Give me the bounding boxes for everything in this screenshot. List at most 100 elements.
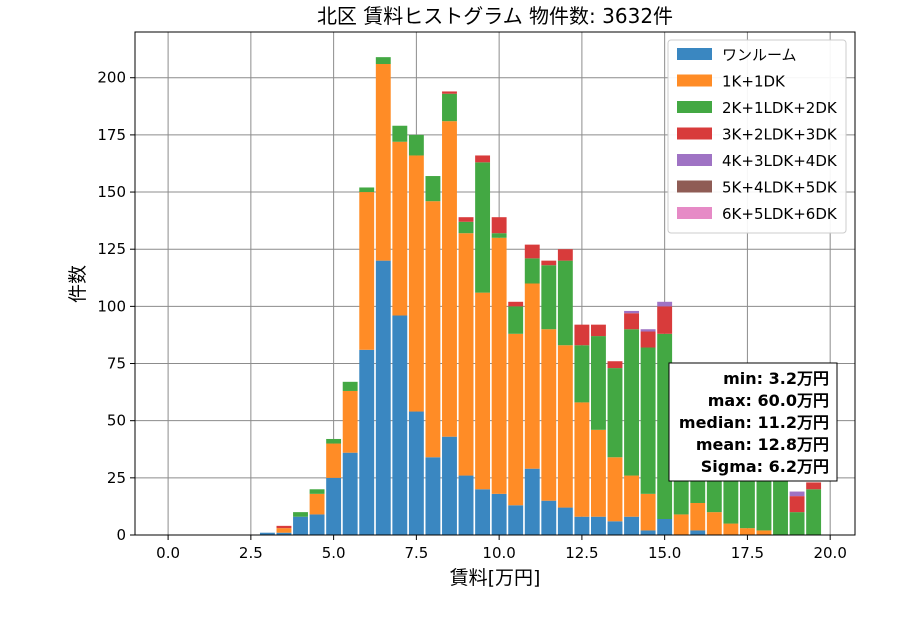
legend-swatch: [677, 180, 712, 193]
bar-segment-series-1: [342, 390, 358, 453]
bar-segment-series-0: [392, 315, 408, 535]
bar-segment-series-2: [309, 489, 325, 494]
legend-label: 2K+1LDK+2DK: [722, 99, 838, 117]
bar-segment-series-0: [375, 260, 391, 535]
legend-label: 6K+5LDK+6DK: [722, 205, 838, 223]
bar-segment-series-3: [574, 324, 590, 346]
bar-segment-series-0: [309, 514, 325, 535]
bar-segment-series-1: [408, 155, 424, 412]
legend-swatch: [677, 74, 712, 87]
bar-segment-series-0: [607, 521, 623, 535]
bar-segment-series-1: [425, 201, 441, 458]
x-axis-ticks: 0.0 2.5 5.0 7.5 10.0 12.5 15.0 17.5 20.0: [156, 535, 847, 562]
bar-segment-series-2: [425, 176, 441, 202]
bar-segment-series-4: [624, 310, 639, 314]
bar-segment-series-1: [706, 512, 722, 535]
bar-segment-series-2: [789, 512, 805, 535]
bar-segment-series-2: [326, 438, 342, 444]
bar-segment-series-1: [756, 530, 772, 535]
bar-segment-series-3: [640, 331, 656, 348]
bar-segment-series-1: [640, 493, 656, 531]
bar-segment-series-2: [491, 233, 507, 238]
y-tick-label: 200: [97, 69, 126, 87]
bar-segment-series-1: [607, 457, 623, 522]
bar-segment-series-2: [591, 336, 606, 430]
bar-segment-series-0: [524, 468, 540, 535]
stats-line-min: min: 3.2万円: [723, 369, 829, 388]
x-axis-label: 賃料[万円]: [450, 567, 541, 589]
stats-box: min: 3.2万円 max: 60.0万円 median: 11.2万円 me…: [668, 362, 838, 482]
bar-segment-series-1: [392, 141, 408, 316]
legend-frame: [667, 39, 847, 234]
y-tick-label: 75: [107, 355, 126, 373]
bar-segment-series-1: [541, 329, 557, 501]
bar-segment-series-2: [640, 347, 656, 494]
bar-segment-series-2: [773, 470, 788, 535]
bar-segment-series-3: [524, 244, 540, 259]
bar-segment-series-0: [657, 518, 673, 535]
bar-segment-series-4: [789, 491, 805, 497]
bar-segment-series-1: [458, 233, 474, 476]
bar-segment-series-1: [491, 237, 507, 494]
bar-segment-series-1: [309, 493, 325, 515]
bar-segment-series-0: [359, 349, 375, 535]
bar-segment-series-0: [342, 452, 358, 535]
bar-segment-series-4: [640, 329, 656, 332]
bar-segment-series-0: [326, 477, 342, 535]
legend: ワンルーム 1K+1DK 2K+1LDK+2DK 3K+2LDK+3DK 4K+3LDK…: [667, 39, 847, 234]
bar-segment-series-1: [276, 528, 292, 533]
x-tick-label: 10.0: [482, 544, 515, 562]
bar-segment-series-2: [806, 489, 822, 535]
bar-segment-series-3: [591, 324, 606, 337]
bar-segment-series-1: [557, 345, 573, 508]
bar-segment-series-0: [442, 436, 457, 535]
bar-segment-series-3: [557, 249, 573, 261]
bar-segment-series-3: [607, 361, 623, 369]
bar-segment-series-1: [690, 502, 706, 531]
legend-swatch: [677, 48, 712, 60]
bar-segment-series-2: [475, 162, 491, 293]
bar-segment-series-2: [657, 333, 673, 519]
bar-segment-series-0: [557, 507, 573, 535]
bar-segment-series-0: [458, 475, 474, 535]
bar-segment-series-0: [574, 516, 590, 535]
x-tick-label: 0.0: [156, 544, 180, 562]
stats-frame: [668, 362, 838, 482]
plot-frame: [134, 31, 856, 536]
bar-segment-series-1: [524, 283, 540, 469]
bar-segment-series-0: [425, 457, 441, 535]
bar-segment-series-0: [491, 493, 507, 535]
bar-segment-series-2: [442, 93, 457, 122]
bar-segment-series-2: [392, 125, 408, 142]
y-axis-label: 件数: [67, 265, 89, 303]
bar-segment-series-3: [475, 155, 491, 163]
bar-segment-series-1: [723, 523, 739, 535]
x-tick-label: 15.0: [648, 544, 681, 562]
y-tick-label: 125: [97, 240, 126, 258]
bar-segment-series-3: [276, 525, 292, 529]
x-tick-label: 7.5: [404, 544, 428, 562]
stats-line-mean: mean: 12.8万円: [696, 435, 829, 454]
legend-label: 4K+3LDK+4DK: [722, 152, 838, 170]
bar-segment-series-2: [541, 265, 557, 330]
bar-segment-series-1: [375, 64, 391, 261]
chart-title: 北区 賃料ヒストグラム 物件数: 3632件: [317, 4, 673, 28]
legend-label: 5K+4LDK+5DK: [722, 179, 838, 197]
bar-segment-series-2: [375, 57, 391, 65]
bar-segment-series-0: [276, 532, 292, 535]
bar-segment-series-1: [624, 475, 639, 517]
bar-segment-series-1: [442, 121, 457, 437]
bar-segment-series-2: [607, 368, 623, 458]
y-tick-label: 175: [97, 126, 126, 144]
bar-segment-series-3: [541, 260, 557, 266]
bar-segment-series-0: [408, 411, 424, 535]
bar-segment-series-1: [475, 292, 491, 490]
bar-segment-series-2: [624, 329, 639, 476]
bar-segment-series-2: [524, 258, 540, 284]
bar-segment-series-0: [259, 532, 275, 535]
bar-segment-series-0: [475, 489, 491, 535]
bar-segment-series-3: [491, 217, 507, 234]
bar-segment-series-3: [624, 313, 639, 330]
